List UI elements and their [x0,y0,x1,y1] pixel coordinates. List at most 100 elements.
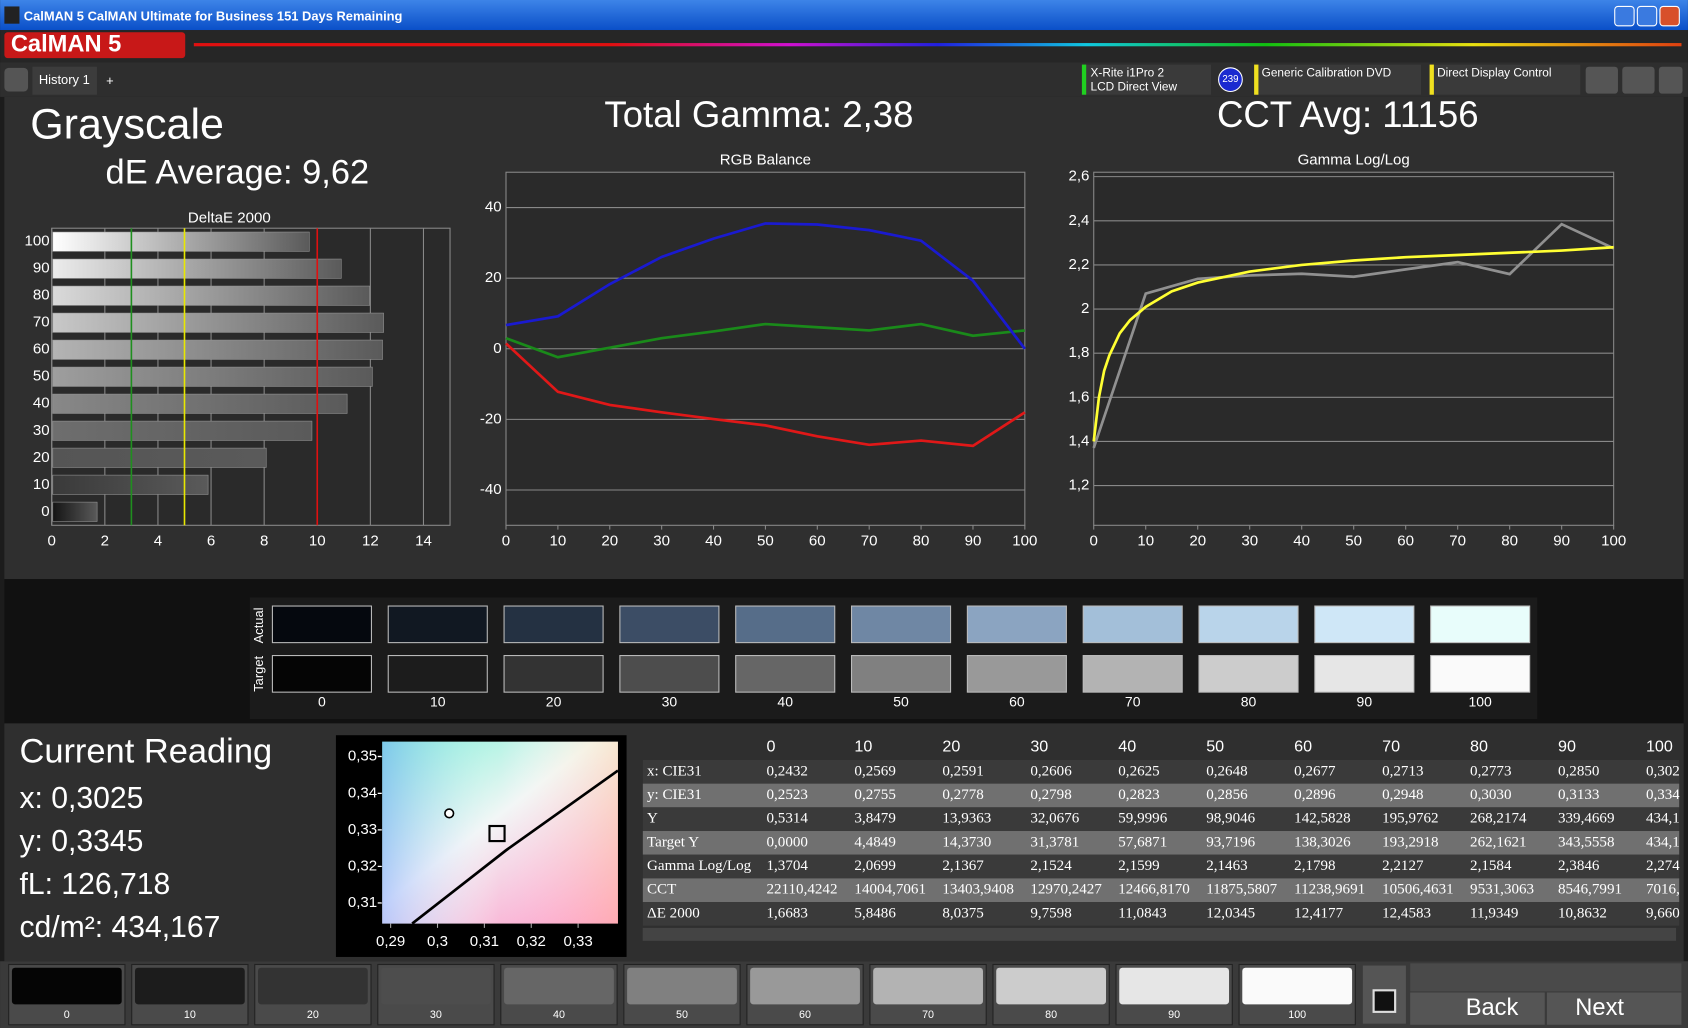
table-cell: 0,2713 [1382,763,1423,779]
x-tick-label: 70 [861,532,878,549]
x-tick-label: 8 [260,532,268,549]
x-tick-label: 0,29 [376,933,405,950]
table-cell: 8,0375 [942,905,983,921]
table-cell: 13403,9408 [942,882,1014,898]
table-cell: 2,2127 [1382,858,1424,874]
collapse-button[interactable] [1658,66,1683,94]
table-cell: 12466,8170 [1118,882,1190,898]
x-tick-label: 12 [362,532,379,549]
tab[interactable] [32,66,97,95]
table-cell: 10,8632 [1558,905,1607,921]
table-cell: 13,9363 [942,811,991,827]
swatch-level: 50 [893,694,909,710]
swatch-level: 40 [777,694,793,710]
play-button[interactable] [4,67,29,92]
minimize-button[interactable] [1614,5,1635,27]
bar [52,312,384,333]
column-header: 50 [1206,737,1224,755]
close-button[interactable] [1659,5,1680,27]
table-cell: 2,1798 [1294,858,1335,874]
pattern-color [134,967,245,1005]
logo-menu[interactable] [4,32,186,59]
target-swatch [1082,655,1183,693]
category-label: 100 [24,233,49,250]
row-label: Gamma Log/Log [647,858,752,874]
table-cell: 2,0699 [854,858,895,874]
y-tick-label: 0,33- [348,821,382,838]
x-tick-label: 70 [1449,532,1466,549]
logo: CalMAN 5 [11,31,122,57]
add-tab[interactable]: + [106,73,114,88]
y-tick-label: 2,4 [1068,212,1089,229]
bar [52,447,267,468]
table-cell: 14,3730 [942,834,991,850]
pattern-color [1242,967,1353,1005]
pattern-level: 80 [1045,1009,1057,1021]
actual-swatch [1314,605,1415,644]
table-cell: 31,3781 [1030,834,1079,850]
app-icon [4,6,20,24]
chart-title: RGB Balance [720,151,811,168]
table-cell: 0,2432 [766,763,807,779]
meter-name: X-Rite i1Pro 2 [1091,65,1165,79]
help-button[interactable] [1622,66,1655,94]
x-tick-label: 100 [1601,532,1626,549]
column-header: 40 [1118,737,1136,755]
column-header: 0 [766,737,775,755]
x-tick-label: 2 [101,532,109,549]
x-tick-label: 30 [653,532,670,549]
reading-value: cd/m²: 434,167 [19,911,220,944]
x-tick-label: 6 [207,532,215,549]
table-cell: 32,0676 [1030,811,1079,827]
x-tick-label: 0,31 [470,933,499,950]
table-cell: 0,2755 [854,787,895,803]
swatch-level: 90 [1357,694,1373,710]
table-cell: 11875,5807 [1206,882,1277,898]
x-tick-label: 20 [1189,532,1206,549]
y-tick-label: 1,4 [1068,432,1089,449]
pattern-color [504,967,614,1005]
next-button[interactable] [1546,992,1682,1025]
series-line [1092,222,1615,449]
pattern-level: 60 [799,1009,811,1021]
back-button[interactable] [1410,992,1545,1025]
pattern-level: 10 [184,1009,196,1021]
bar [52,366,373,387]
table-cell: 59,9996 [1118,811,1167,827]
actual-swatch [735,605,836,644]
column-header: 90 [1558,737,1576,755]
source-box[interactable] [1254,64,1421,95]
maximize-button[interactable] [1636,5,1658,27]
table-cell: 0,2648 [1206,763,1247,779]
category-label: 30 [33,422,50,439]
category-label: 50 [33,368,50,385]
category-label: 60 [33,341,50,358]
pattern-level: 70 [922,1009,934,1021]
pattern-color [381,967,491,1005]
pattern-color [11,967,122,1005]
table-row [642,854,1680,879]
display-box[interactable] [1429,64,1581,95]
transport-controls[interactable] [1410,963,1682,992]
scrollbar[interactable] [642,927,1677,941]
row-label: y: CIE31 [647,787,702,803]
bar [52,339,383,360]
pattern-color [873,967,983,1005]
swatch-level: 60 [1009,694,1025,710]
table-cell: 12,4177 [1294,905,1343,921]
pattern-level: 30 [430,1009,442,1021]
table-cell: 9,6601 [1646,905,1687,921]
actual-swatch [850,605,952,644]
table-cell: 1,3704 [766,858,808,874]
meter-box[interactable] [1081,64,1212,95]
table-cell: 0,3345 [1646,787,1687,803]
category-label: 90 [33,260,50,277]
pattern-level: 100 [1288,1009,1306,1021]
table-cell: 57,6871 [1118,834,1167,850]
column-header: 20 [942,737,960,755]
settings-button[interactable] [1585,66,1618,94]
pattern-color [750,967,860,1005]
y-tick-label: 2,6 [1068,168,1089,185]
table-cell: 0,2798 [1030,787,1071,803]
